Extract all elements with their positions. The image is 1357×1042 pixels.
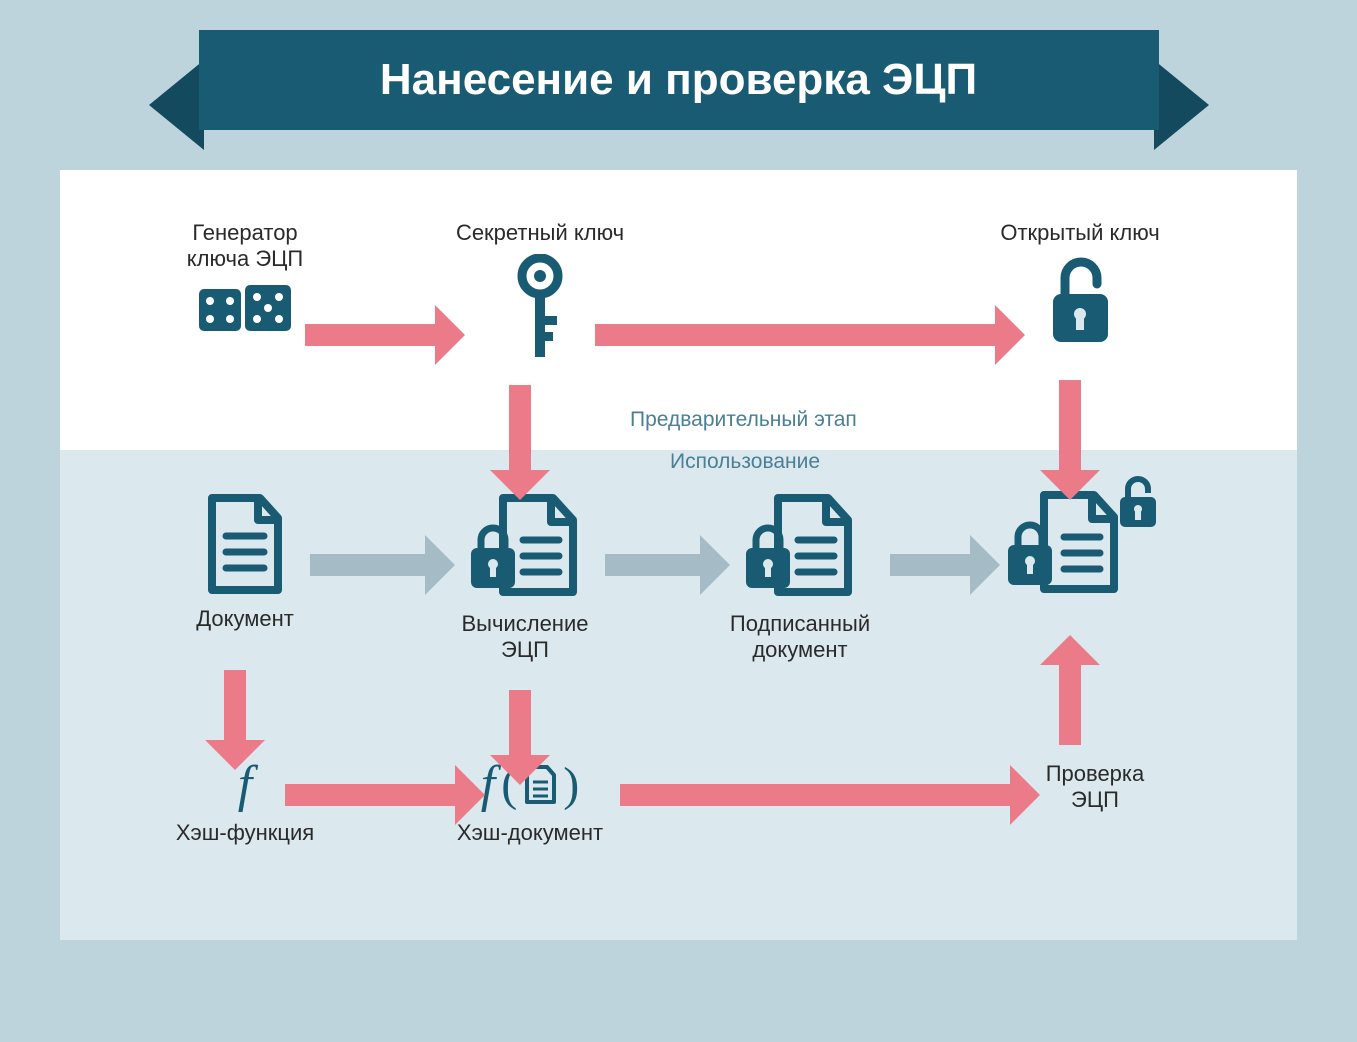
- document-label: Документ: [165, 606, 325, 632]
- key-icon: [510, 254, 570, 364]
- node-compute: ВычислениеЭЦП: [430, 490, 620, 664]
- arrow-down-icon: [490, 690, 550, 785]
- verify-label-block: ПроверкаЭЦП: [1020, 755, 1170, 814]
- ribbon-right-icon: [1154, 60, 1209, 150]
- node-signed: Подписанныйдокумент: [700, 490, 900, 664]
- ribbon-left-icon: [149, 60, 204, 150]
- page-title: Нанесение и проверка ЭЦП: [199, 30, 1159, 130]
- verify-label: ПроверкаЭЦП: [1020, 761, 1170, 814]
- document-icon: [200, 490, 290, 600]
- arrow-down-icon: [1040, 380, 1100, 500]
- signed-label: Подписанныйдокумент: [700, 611, 900, 664]
- compute-label: ВычислениеЭЦП: [430, 611, 620, 664]
- arrow-right-icon: [310, 535, 455, 595]
- public-key-label: Открытый ключ: [980, 220, 1180, 246]
- title-banner: Нанесение и проверка ЭЦП: [199, 30, 1159, 130]
- stage-preliminary-label: Предварительный этап: [630, 408, 857, 432]
- secret-key-label: Секретный ключ: [440, 220, 640, 246]
- dice-icon: [195, 281, 295, 341]
- arrow-right-icon: [890, 535, 1000, 595]
- arrow-down-icon: [205, 670, 265, 770]
- arrow-right-icon: [305, 305, 465, 365]
- arrow-up-icon: [1040, 635, 1100, 745]
- arrow-right-icon: [605, 535, 730, 595]
- stage-usage-label: Использование: [670, 450, 820, 474]
- arrow-right-icon: [620, 765, 1040, 825]
- arrow-right-icon: [285, 765, 485, 825]
- doc-lock-icon: [465, 490, 585, 605]
- open-lock-icon: [1043, 254, 1118, 349]
- flowchart: Предварительный этап Использование Генер…: [60, 170, 1297, 940]
- generator-label: Генераторключа ЭЦП: [155, 220, 335, 273]
- arrow-right-icon: [595, 305, 1025, 365]
- diagram-panel: Предварительный этап Использование Генер…: [60, 170, 1297, 940]
- arrow-down-icon: [490, 385, 550, 500]
- node-document: Документ: [165, 490, 325, 632]
- signed-doc-icon: [740, 490, 860, 605]
